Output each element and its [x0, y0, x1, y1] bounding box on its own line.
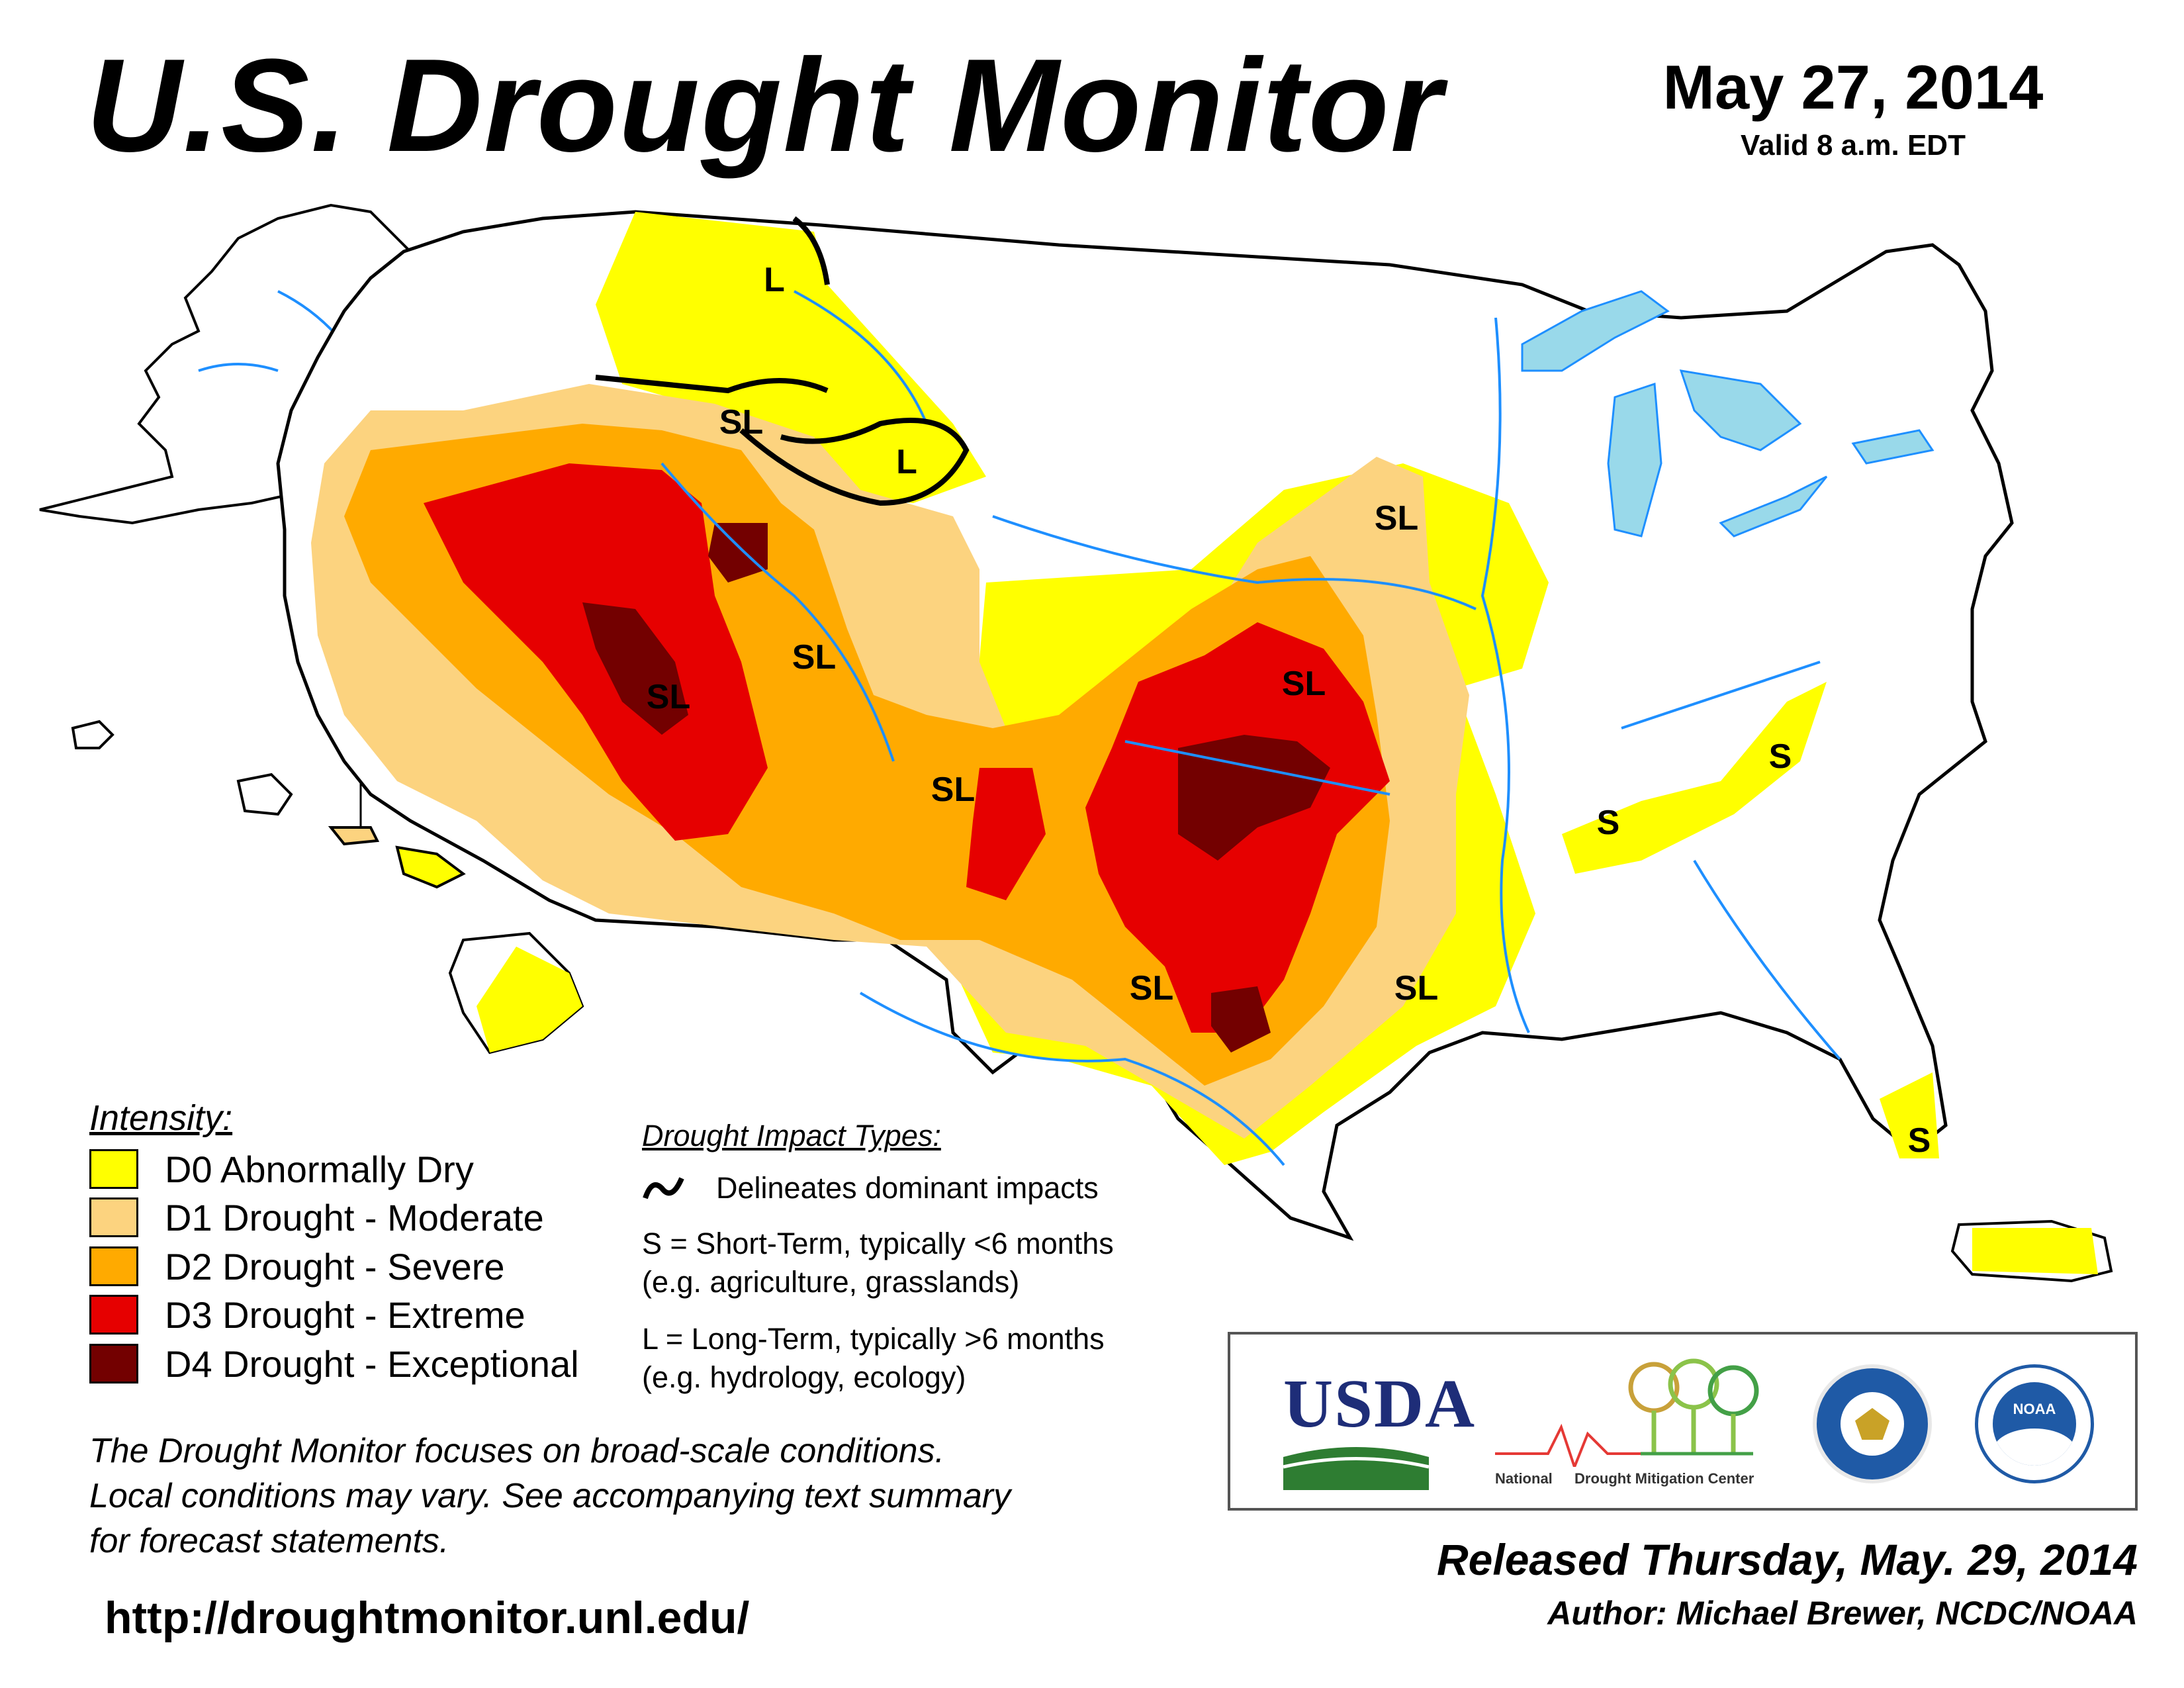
noaa-wordmark: NOAA — [2013, 1401, 2056, 1417]
legend-swatch-d2 — [89, 1246, 138, 1286]
impact-label-s: S — [1597, 804, 1620, 842]
impact-label-sl: SL — [719, 403, 763, 442]
valid-time: Valid 8 a.m. EDT — [1741, 129, 1966, 162]
impact-label-l: L — [764, 261, 785, 299]
map-date: May 27, 2014 — [1662, 52, 2044, 122]
legend-swatch-d1 — [89, 1197, 138, 1237]
puerto-rico — [1950, 1219, 2113, 1283]
impact-label-sl: SL — [792, 638, 836, 677]
impact-label-sl: SL — [647, 678, 690, 716]
legend-swatch-d4 — [89, 1344, 138, 1383]
legend-label-d4: D4 Drought - Exceptional — [165, 1342, 579, 1385]
impact-short-term: S = Short-Term, typically <6 months — [642, 1227, 1114, 1260]
impact-long-term: L = Long-Term, typically >6 months — [642, 1322, 1105, 1356]
legend-item-d4: D4 Drought - Exceptional — [89, 1342, 579, 1385]
usda-wordmark: USDA — [1283, 1366, 1477, 1442]
monitor-url[interactable]: http://droughtmonitor.unl.edu/ — [105, 1593, 750, 1643]
legend-heading: Intensity: — [89, 1098, 233, 1138]
impact-lines — [595, 216, 970, 506]
impact-label-sl: SL — [1394, 969, 1438, 1008]
legend-swatch-d3 — [89, 1295, 138, 1335]
legend-item-d2: D2 Drought - Severe — [89, 1244, 505, 1288]
legend-swatch-d0 — [89, 1149, 138, 1189]
disclaimer-line-2: Local conditions may vary. See accompany… — [89, 1477, 1011, 1515]
ndmc-name-a: National — [1495, 1470, 1553, 1487]
ndmc-name-b: Drought Mitigation Center — [1574, 1470, 1754, 1487]
impact-label-sl: SL — [931, 771, 975, 809]
rivers — [660, 290, 1841, 1166]
disclaimer-line-1: The Drought Monitor focuses on broad-sca… — [89, 1432, 945, 1470]
impact-short-examples: (e.g. agriculture, grasslands) — [642, 1265, 1020, 1299]
impact-label-s: S — [1908, 1121, 1931, 1160]
commerce-seal — [1813, 1364, 1932, 1483]
partner-logos: USDA National Drought Mitigation Center … — [1228, 1332, 2138, 1511]
legend-item-d3: D3 Drought - Extreme — [89, 1293, 525, 1336]
great-lakes — [1521, 290, 1934, 538]
impact-line-symbol — [643, 1177, 684, 1199]
impact-label-sl: SL — [1375, 499, 1418, 538]
usda-logo: USDA — [1230, 1335, 1475, 1513]
impact-long-examples: (e.g. hydrology, ecology) — [642, 1360, 966, 1394]
impact-label-sl: SL — [1130, 969, 1173, 1008]
legend-item-d0: D0 Abnormally Dry — [89, 1147, 474, 1191]
author: Author: Michael Brewer, NCDC/NOAA — [1547, 1595, 2138, 1632]
disclaimer: The Drought Monitor focuses on broad-sca… — [89, 1429, 1214, 1564]
noaa-logo: NOAA — [1975, 1364, 2094, 1483]
hawaii — [71, 702, 584, 1055]
impact-label-l: L — [896, 443, 917, 481]
impact-heading: Drought Impact Types: — [642, 1119, 941, 1152]
impact-delineates: Delineates dominant impacts — [716, 1171, 1099, 1205]
map-title: U.S. Drought Monitor — [86, 32, 1443, 179]
ndmc-logo: National Drought Mitigation Center — [1495, 1335, 1773, 1513]
impact-label-s: S — [1769, 737, 1792, 776]
impact-label-sl: SL — [1282, 665, 1326, 703]
disclaimer-line-3: for forecast statements. — [89, 1522, 449, 1560]
legend-item-d1: D1 Drought - Moderate — [89, 1196, 544, 1239]
drought-areas — [311, 212, 1939, 1165]
release-date: Released Thursday, May. 29, 2014 — [1437, 1535, 2138, 1584]
legend-label-d0: D0 Abnormally Dry — [165, 1148, 474, 1190]
legend-label-d3: D3 Drought - Extreme — [165, 1293, 525, 1336]
legend-label-d1: D1 Drought - Moderate — [165, 1196, 544, 1239]
legend-label-d2: D2 Drought - Severe — [165, 1245, 505, 1288]
